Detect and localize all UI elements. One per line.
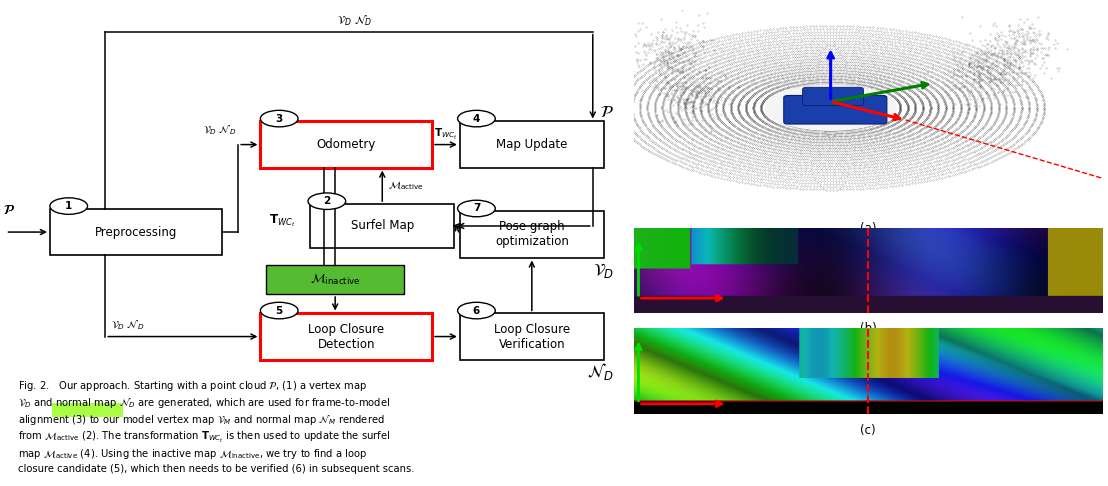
Text: $\mathcal{P}$: $\mathcal{P}$ xyxy=(601,103,614,121)
Text: map $\mathcal{M}_{\mathrm{active}}$ (4). Using the inactive map $\mathcal{M}_{\m: map $\mathcal{M}_{\mathrm{active}}$ (4).… xyxy=(18,447,367,461)
Text: Pose graph
optimization: Pose graph optimization xyxy=(495,221,568,248)
FancyBboxPatch shape xyxy=(310,204,454,248)
Text: 1: 1 xyxy=(65,201,72,211)
Text: Map Update: Map Update xyxy=(496,138,567,151)
Text: $\mathcal{P}$: $\mathcal{P}$ xyxy=(3,204,16,218)
Text: $\mathcal{P}$: $\mathcal{P}$ xyxy=(3,204,16,218)
Text: 3: 3 xyxy=(276,114,283,123)
Text: $\mathcal{V}_D$ and normal map $\mathcal{N}_D$ are generated, which are used for: $\mathcal{V}_D$ and normal map $\mathcal… xyxy=(18,396,390,410)
Text: 4: 4 xyxy=(473,114,480,123)
FancyBboxPatch shape xyxy=(460,122,604,168)
Text: 5: 5 xyxy=(276,306,283,315)
FancyBboxPatch shape xyxy=(52,403,123,417)
Text: $\mathcal{N}_D$: $\mathcal{N}_D$ xyxy=(587,361,614,382)
Text: $\mathcal{V}_D\ \mathcal{N}_D$: $\mathcal{V}_D\ \mathcal{N}_D$ xyxy=(203,123,236,137)
Text: $\mathbf{T}_{WC_t}$: $\mathbf{T}_{WC_t}$ xyxy=(268,213,295,229)
Text: 2: 2 xyxy=(324,196,330,206)
Text: Fig. 2.   Our approach. Starting with a point cloud $\mathcal{P}$, (1) a vertex : Fig. 2. Our approach. Starting with a po… xyxy=(18,379,367,393)
Circle shape xyxy=(260,110,298,127)
Text: Loop Closure
Verification: Loop Closure Verification xyxy=(494,323,570,350)
Text: $\mathbf{T}_{WC_t}$: $\mathbf{T}_{WC_t}$ xyxy=(434,127,458,142)
Text: (b): (b) xyxy=(860,322,876,335)
Text: Odometry: Odometry xyxy=(317,138,376,151)
FancyBboxPatch shape xyxy=(266,265,404,294)
Circle shape xyxy=(458,302,495,319)
Text: Preprocessing: Preprocessing xyxy=(94,226,177,239)
Text: $\mathcal{V}_D\ \mathcal{N}_D$: $\mathcal{V}_D\ \mathcal{N}_D$ xyxy=(111,318,144,332)
Circle shape xyxy=(458,200,495,217)
FancyBboxPatch shape xyxy=(50,209,222,255)
Text: Surfel Map: Surfel Map xyxy=(350,220,414,232)
Text: closure candidate (5), which then needs to be verified (6) in subsequent scans.: closure candidate (5), which then needs … xyxy=(18,464,414,474)
Circle shape xyxy=(50,198,88,214)
Text: 7: 7 xyxy=(473,204,480,213)
FancyBboxPatch shape xyxy=(783,95,886,124)
Text: $\mathcal{M}_{\mathrm{inactive}}$: $\mathcal{M}_{\mathrm{inactive}}$ xyxy=(310,272,360,287)
Text: $\mathcal{V}_D\ \mathcal{N}_D$: $\mathcal{V}_D\ \mathcal{N}_D$ xyxy=(337,13,372,28)
Circle shape xyxy=(308,193,346,209)
Text: from $\mathcal{M}_{\mathrm{active}}$ (2). The transformation $\mathbf{T}_{WC_t}$: from $\mathcal{M}_{\mathrm{active}}$ (2)… xyxy=(18,430,390,445)
Text: Loop Closure
Detection: Loop Closure Detection xyxy=(308,323,384,350)
FancyBboxPatch shape xyxy=(260,122,432,168)
FancyBboxPatch shape xyxy=(802,87,863,105)
Text: $\mathcal{V}_D$: $\mathcal{V}_D$ xyxy=(593,261,614,280)
Circle shape xyxy=(458,110,495,127)
FancyBboxPatch shape xyxy=(460,211,604,258)
Ellipse shape xyxy=(765,85,896,130)
Circle shape xyxy=(260,302,298,319)
Text: (a): (a) xyxy=(860,222,876,235)
FancyBboxPatch shape xyxy=(260,313,432,360)
Text: $\mathcal{M}_{\mathrm{active}}$: $\mathcal{M}_{\mathrm{active}}$ xyxy=(388,179,423,192)
FancyBboxPatch shape xyxy=(460,313,604,360)
Text: (c): (c) xyxy=(860,424,876,437)
Text: alignment (3) to our model vertex map $\mathcal{V}_M$ and normal map $\mathcal{N: alignment (3) to our model vertex map $\… xyxy=(18,413,384,427)
Text: 6: 6 xyxy=(473,306,480,315)
